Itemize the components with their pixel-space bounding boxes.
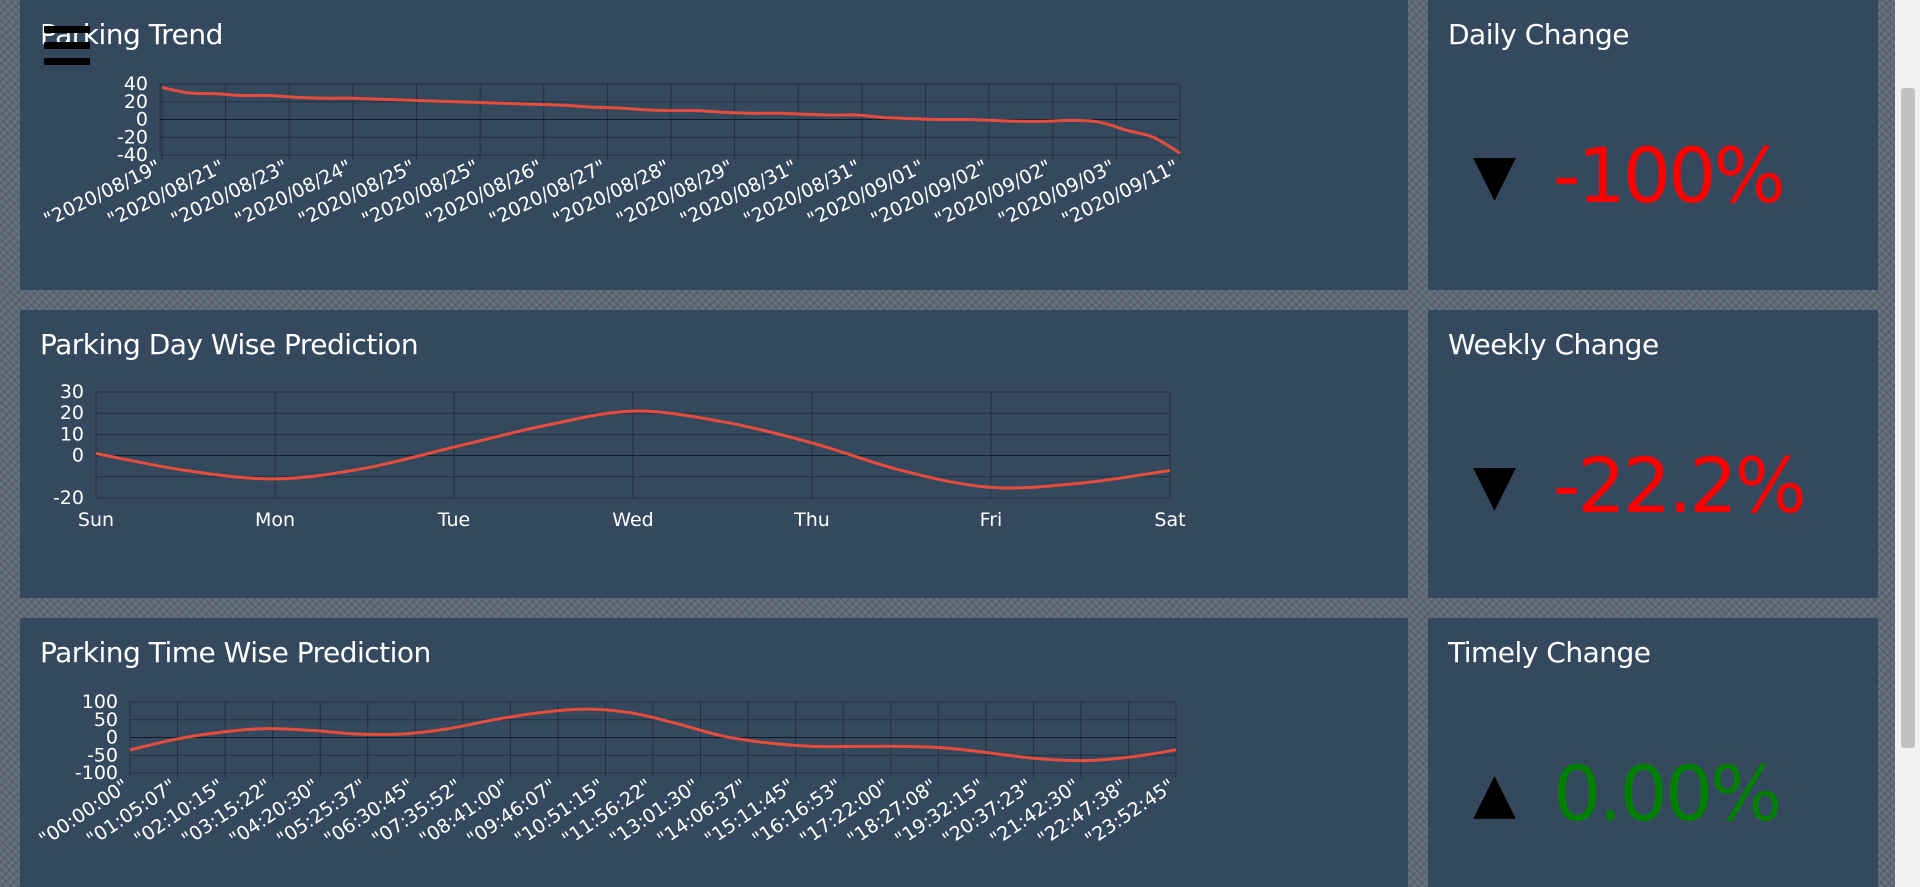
panel-title: Daily Change <box>1448 18 1629 51</box>
hamburger-menu-icon[interactable] <box>44 26 90 66</box>
y-tick-label: 0 <box>136 109 148 131</box>
panel-title: Weekly Change <box>1448 328 1659 361</box>
timely-change-value: 0.00% <box>1553 749 1782 838</box>
up-arrow-icon: ▲ <box>1473 761 1517 826</box>
y-tick-label: 40 <box>124 73 148 95</box>
down-arrow-icon: ▼ <box>1473 453 1517 518</box>
daily-change-panel: Daily Change ▼ -100% <box>1428 0 1878 290</box>
y-tick-label: 0 <box>106 727 118 749</box>
x-tick-label: Fri <box>980 509 1003 531</box>
x-tick-label: Sun <box>78 509 114 531</box>
y-tick-label: 10 <box>60 423 84 445</box>
y-tick-label: 20 <box>124 91 148 113</box>
panel-title: Timely Change <box>1448 636 1651 669</box>
series-line <box>129 707 1177 763</box>
menu-bar <box>44 26 90 33</box>
timely-change-panel: Timely Change ▲ 0.00% <box>1428 618 1878 887</box>
panel-title: Parking Time Wise Prediction <box>40 636 431 669</box>
y-tick-label: -50 <box>87 744 118 766</box>
y-tick-label: -20 <box>53 487 84 509</box>
day-wise-prediction-panel: Parking Day Wise Prediction 30 20 10 0 -20 Su… <box>20 310 1408 598</box>
time-wise-prediction-panel: Parking Time Wise Prediction 100 50 0 -50 -1… <box>20 618 1408 887</box>
down-arrow-icon: ▼ <box>1473 143 1517 208</box>
daily-change-value: -100% <box>1553 131 1786 220</box>
parking-trend-chart: 40200-20-40"2020/08/19""2020/08/21""2020… <box>40 73 1182 231</box>
x-tick-label: Tue <box>437 509 470 531</box>
x-tick-label: Wed <box>612 509 653 531</box>
menu-bar <box>44 42 90 49</box>
weekly-change-panel: Weekly Change ▼ -22.2% <box>1428 310 1878 598</box>
x-tick-label: Mon <box>255 509 295 531</box>
menu-bar <box>44 58 90 65</box>
panel-title: Parking Day Wise Prediction <box>40 328 419 361</box>
y-tick-label: -100 <box>75 762 118 784</box>
y-tick-label: 50 <box>94 709 118 731</box>
series-line <box>161 86 1181 155</box>
y-tick-label: 20 <box>60 402 84 424</box>
scrollbar-thumb[interactable] <box>1901 88 1915 748</box>
y-tick-label: 0 <box>72 445 84 467</box>
weekly-change-stat: ▼ -22.2% <box>1473 441 1807 530</box>
time-wise-prediction-chart: 100500-50-100"00:00:00""01:05:07""02:10:… <box>35 691 1179 851</box>
parking-trend-panel: Parking Trend 40 20 0 -20 -40 "2020/08/19" "20… <box>20 0 1408 290</box>
weekly-change-value: -22.2% <box>1553 441 1807 530</box>
y-tick-label: -20 <box>117 126 148 148</box>
y-tick-label: 30 <box>60 381 84 403</box>
daily-change-stat: ▼ -100% <box>1473 131 1786 220</box>
x-tick-label: Sat <box>1154 509 1185 531</box>
y-tick-label: 100 <box>82 691 118 713</box>
x-tick-label: Thu <box>793 509 830 531</box>
y-tick-label: -40 <box>117 144 148 166</box>
timely-change-stat: ▲ 0.00% <box>1473 749 1782 838</box>
